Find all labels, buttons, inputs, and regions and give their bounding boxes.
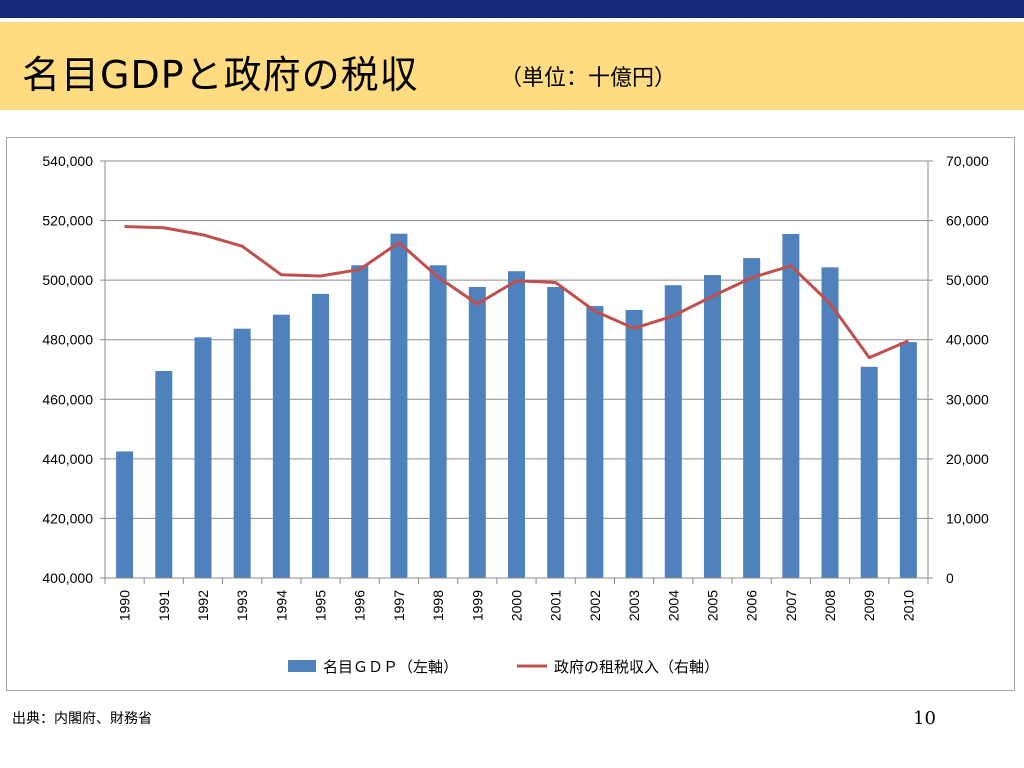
left-tick-label: 520,000	[42, 213, 93, 229]
bar-gdp-2007	[782, 233, 800, 578]
tax-line	[124, 225, 909, 360]
bar-gdp-2002	[586, 306, 604, 578]
x-tick-label: 2002	[587, 590, 603, 621]
bar-gdp-2005	[703, 275, 721, 578]
bar-gdp-2004	[664, 285, 682, 578]
x-tick-label: 1998	[430, 590, 446, 621]
bar-gdp-1991	[155, 370, 173, 578]
unit-label: （単位：十億円）	[500, 66, 677, 91]
right-tick-label: 30,000	[946, 391, 989, 407]
bar-gdp-1990	[116, 451, 134, 578]
x-tick-label: 1995	[313, 590, 329, 621]
legend-label-gdp: 名目ＧＤＰ（左軸）	[323, 658, 458, 676]
bar-gdp-1999	[468, 286, 486, 578]
x-tick-label: 2001	[548, 590, 564, 621]
left-tick-label: 420,000	[42, 510, 93, 526]
x-tick-label: 1991	[156, 590, 172, 621]
x-tick-label: 2006	[744, 590, 760, 621]
right-tick-label: 50,000	[946, 272, 989, 288]
header-band	[0, 22, 1024, 110]
left-tick-label: 440,000	[42, 451, 93, 467]
axes	[100, 160, 933, 584]
bar-gdp-1992	[194, 337, 212, 578]
x-tick-label: 2004	[665, 590, 681, 621]
combo-chart: 400,000 420,000 440,000 460,000 480,000 500,0…	[42, 153, 989, 676]
bar-gdp-1994	[272, 314, 290, 578]
x-tick-label: 2005	[704, 590, 720, 621]
right-tick-label: 60,000	[946, 213, 989, 229]
x-tick-label: 1997	[391, 590, 407, 621]
page-number: 10	[913, 708, 936, 729]
x-tick-label: 2000	[509, 590, 525, 621]
bar-gdp-1995	[312, 293, 330, 578]
x-tick-label: 2010	[900, 590, 916, 621]
right-tick-label: 20,000	[946, 451, 989, 467]
x-tick-label: 1990	[117, 590, 133, 621]
bars	[116, 233, 917, 579]
x-tick-label: 1994	[273, 590, 289, 621]
bar-gdp-2000	[508, 271, 525, 578]
slide-title: 名目GDPと政府の税収	[22, 53, 419, 97]
x-tick-label: 1996	[352, 590, 368, 621]
x-tick-label: 2009	[861, 590, 877, 621]
right-tick-label: 0	[946, 570, 954, 586]
bar-gdp-2010	[899, 342, 917, 578]
bar-gdp-1998	[429, 265, 447, 578]
line-tax-revenue	[124, 225, 909, 360]
legend-swatch-gdp	[288, 660, 316, 672]
top-accent-bar	[0, 0, 1024, 18]
bar-gdp-2006	[743, 258, 761, 578]
left-tick-label: 400,000	[42, 570, 93, 586]
legend: 名目ＧＤＰ（左軸） 政府の租税収入（右軸）	[288, 658, 719, 676]
x-tick-label: 2008	[822, 590, 838, 621]
bar-gdp-1996	[351, 265, 369, 578]
bar-gdp-1997	[390, 233, 408, 579]
right-tick-label: 10,000	[946, 510, 989, 526]
x-tick-label: 2003	[626, 590, 642, 621]
x-tick-label: 2007	[783, 590, 799, 621]
x-tick-label: 1993	[234, 590, 250, 621]
left-tick-label: 540,000	[42, 153, 93, 169]
right-tick-label: 40,000	[946, 332, 989, 348]
bar-gdp-2009	[860, 366, 878, 578]
legend-label-tax: 政府の租税収入（右軸）	[554, 658, 719, 676]
left-tick-label: 480,000	[42, 332, 93, 348]
tick-labels: 400,000 420,000 440,000 460,000 480,000 500,0…	[42, 153, 989, 621]
bar-gdp-2003	[625, 309, 643, 578]
bar-gdp-2008	[821, 267, 839, 578]
left-tick-label: 500,000	[42, 272, 93, 288]
chart-frame: 400,000 420,000 440,000 460,000 480,000 500,0…	[6, 137, 1015, 691]
source-note: 出典：内閣府、財務省	[12, 711, 152, 727]
right-tick-label: 70,000	[946, 153, 989, 169]
x-tick-label: 1999	[469, 590, 485, 621]
bar-gdp-1993	[233, 328, 251, 578]
bar-gdp-2001	[547, 286, 565, 578]
left-tick-label: 460,000	[42, 391, 93, 407]
x-tick-label: 1992	[195, 590, 211, 621]
